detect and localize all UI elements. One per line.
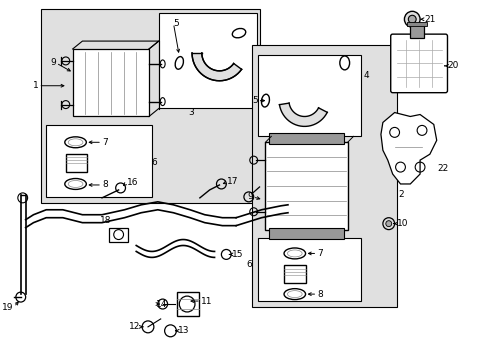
Text: 9: 9: [246, 192, 252, 201]
Bar: [257, 55, 361, 136]
Bar: [269, 133, 343, 144]
Polygon shape: [380, 113, 436, 184]
Text: 20: 20: [447, 62, 458, 71]
Text: 3: 3: [188, 108, 194, 117]
Bar: [409, 24, 423, 38]
Text: 18: 18: [100, 216, 112, 225]
Bar: [251, 45, 396, 307]
Text: 13: 13: [178, 326, 189, 335]
Text: 4: 4: [363, 71, 368, 80]
Circle shape: [407, 15, 415, 23]
Text: 8: 8: [317, 289, 323, 298]
Circle shape: [382, 218, 394, 230]
Text: 5: 5: [251, 96, 257, 105]
Bar: [66, 154, 87, 172]
Text: 2: 2: [398, 190, 404, 199]
Bar: [407, 22, 426, 26]
Text: 12: 12: [128, 322, 140, 331]
Bar: [41, 9, 259, 203]
Text: 9: 9: [50, 58, 56, 67]
Text: 17: 17: [227, 177, 238, 186]
FancyBboxPatch shape: [390, 34, 447, 93]
Text: 19: 19: [2, 302, 14, 311]
Circle shape: [385, 221, 391, 227]
Text: 6: 6: [245, 260, 251, 269]
Bar: [177, 292, 199, 316]
Text: 7: 7: [102, 138, 107, 147]
Polygon shape: [192, 53, 241, 81]
Circle shape: [404, 11, 419, 27]
Text: 21: 21: [423, 15, 434, 24]
Text: 16: 16: [126, 179, 138, 188]
Text: 10: 10: [396, 219, 407, 228]
Bar: [257, 238, 361, 301]
Text: 8: 8: [102, 180, 107, 189]
Bar: [73, 49, 149, 117]
Text: 1: 1: [33, 81, 38, 90]
Bar: [265, 142, 347, 230]
Text: 22: 22: [437, 163, 448, 172]
Text: 14: 14: [156, 300, 167, 309]
Text: 11: 11: [201, 297, 212, 306]
Text: 15: 15: [232, 250, 243, 259]
Bar: [159, 13, 256, 108]
Text: 6: 6: [151, 158, 157, 167]
Bar: [46, 125, 152, 197]
Text: 7: 7: [317, 249, 323, 258]
Bar: [284, 265, 305, 283]
Polygon shape: [279, 103, 326, 126]
Bar: [109, 228, 128, 242]
Text: 5: 5: [173, 19, 179, 28]
Bar: [269, 228, 343, 239]
